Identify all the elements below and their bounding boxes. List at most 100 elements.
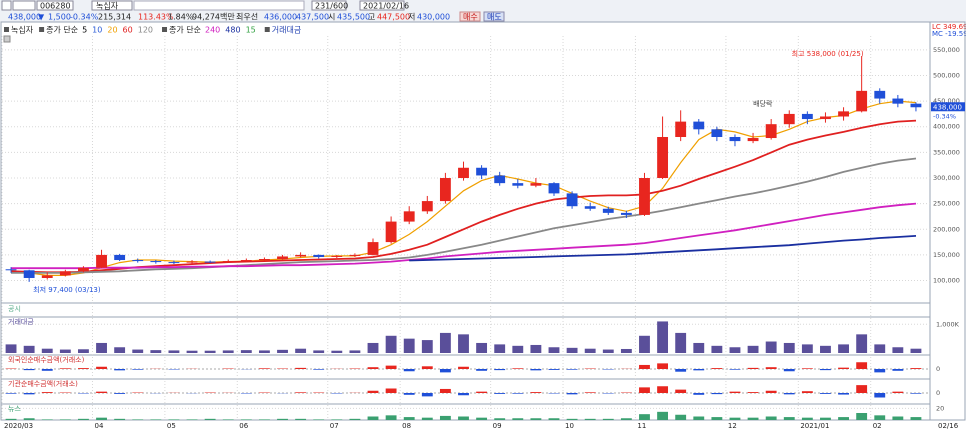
candle-body <box>168 262 180 264</box>
candle-body <box>114 254 126 261</box>
current-change: -0.34% <box>933 112 956 120</box>
bar <box>114 369 126 371</box>
bar <box>530 344 542 353</box>
candle-body <box>747 138 759 142</box>
ask: 436,000 <box>264 13 297 22</box>
count-box[interactable] <box>311 0 347 11</box>
legend-label: 종가 단순 <box>169 25 201 35</box>
bar <box>584 348 596 353</box>
bar <box>458 416 469 420</box>
y-tick-label: 350,000 <box>933 148 960 156</box>
x-tick-label: 02 <box>873 422 882 430</box>
legend-period: 60 <box>123 26 133 35</box>
bar <box>222 419 234 420</box>
bar <box>765 416 777 420</box>
x-tick-label: 04 <box>94 422 103 430</box>
bar <box>747 345 759 353</box>
buy-button[interactable] <box>459 11 481 22</box>
bar <box>566 393 578 395</box>
bar <box>639 364 650 369</box>
date-box[interactable] <box>359 0 405 11</box>
moving-average-line <box>11 202 917 270</box>
bar <box>892 416 904 420</box>
bar <box>78 418 89 420</box>
candle-body <box>41 275 53 278</box>
bar <box>403 393 415 395</box>
bar <box>693 393 705 395</box>
bar <box>657 411 669 420</box>
bar <box>783 417 795 420</box>
bar <box>639 414 650 420</box>
bar <box>856 413 868 420</box>
bar <box>584 392 596 393</box>
bar <box>693 342 705 353</box>
bar <box>23 418 35 420</box>
price: 438,000 <box>8 13 41 22</box>
bar <box>150 350 162 353</box>
bar <box>639 335 650 353</box>
bar <box>403 338 415 353</box>
settings-icon[interactable] <box>3 35 11 43</box>
bar <box>765 390 777 393</box>
bar <box>114 347 126 353</box>
bar <box>530 369 542 371</box>
bar <box>620 418 632 420</box>
y-tick-label: 0 <box>936 365 940 373</box>
sell-button[interactable] <box>483 11 505 22</box>
bar <box>566 347 578 353</box>
bar <box>59 368 71 369</box>
candle-body <box>367 242 379 255</box>
bar <box>59 419 71 420</box>
candle-body <box>403 211 415 222</box>
bar <box>23 369 35 371</box>
candle-body <box>711 129 723 137</box>
period-buttons[interactable] <box>133 0 305 11</box>
bar <box>204 418 216 420</box>
bar <box>747 417 759 420</box>
bar <box>367 416 379 420</box>
x-end-label: 02/16 <box>938 422 959 430</box>
bar <box>783 369 795 372</box>
panel-title: 거래대금 <box>8 317 34 326</box>
bar <box>838 367 849 369</box>
x-tick-label: 10 <box>565 422 574 430</box>
current-price-tag <box>931 102 965 112</box>
bar <box>711 368 723 369</box>
bar <box>313 419 325 420</box>
bar <box>566 418 578 420</box>
bar <box>530 418 542 420</box>
candle-body <box>639 178 650 215</box>
name-box[interactable] <box>91 0 133 11</box>
candle-body <box>186 261 198 263</box>
bar <box>421 366 433 369</box>
market-select[interactable] <box>12 0 36 11</box>
bar <box>23 345 35 353</box>
change-pct: -0.34% <box>70 13 99 22</box>
candle-body <box>295 254 307 257</box>
bar <box>602 418 614 420</box>
bar <box>150 419 162 420</box>
candle-body <box>23 270 35 278</box>
x-tick-label: 09 <box>493 422 502 430</box>
bar <box>530 392 542 393</box>
candle-body <box>657 136 669 179</box>
bar <box>783 393 795 395</box>
bar <box>675 369 687 372</box>
candle-body <box>856 90 868 112</box>
bar <box>295 348 307 353</box>
bar <box>186 419 198 420</box>
candle-body <box>494 175 506 184</box>
x-tick-label: 05 <box>167 422 176 430</box>
menu-icon[interactable] <box>1 0 12 11</box>
high-label: 고 <box>368 13 375 22</box>
panel-frame <box>0 378 931 405</box>
bar <box>41 369 53 371</box>
bar <box>96 342 107 353</box>
candle-body <box>78 267 89 272</box>
bar <box>602 349 614 353</box>
code-box[interactable] <box>36 0 74 11</box>
panel-title: 뉴스 <box>8 405 21 413</box>
candle-body <box>222 261 234 263</box>
bar <box>856 362 868 369</box>
legend-square <box>39 27 45 32</box>
